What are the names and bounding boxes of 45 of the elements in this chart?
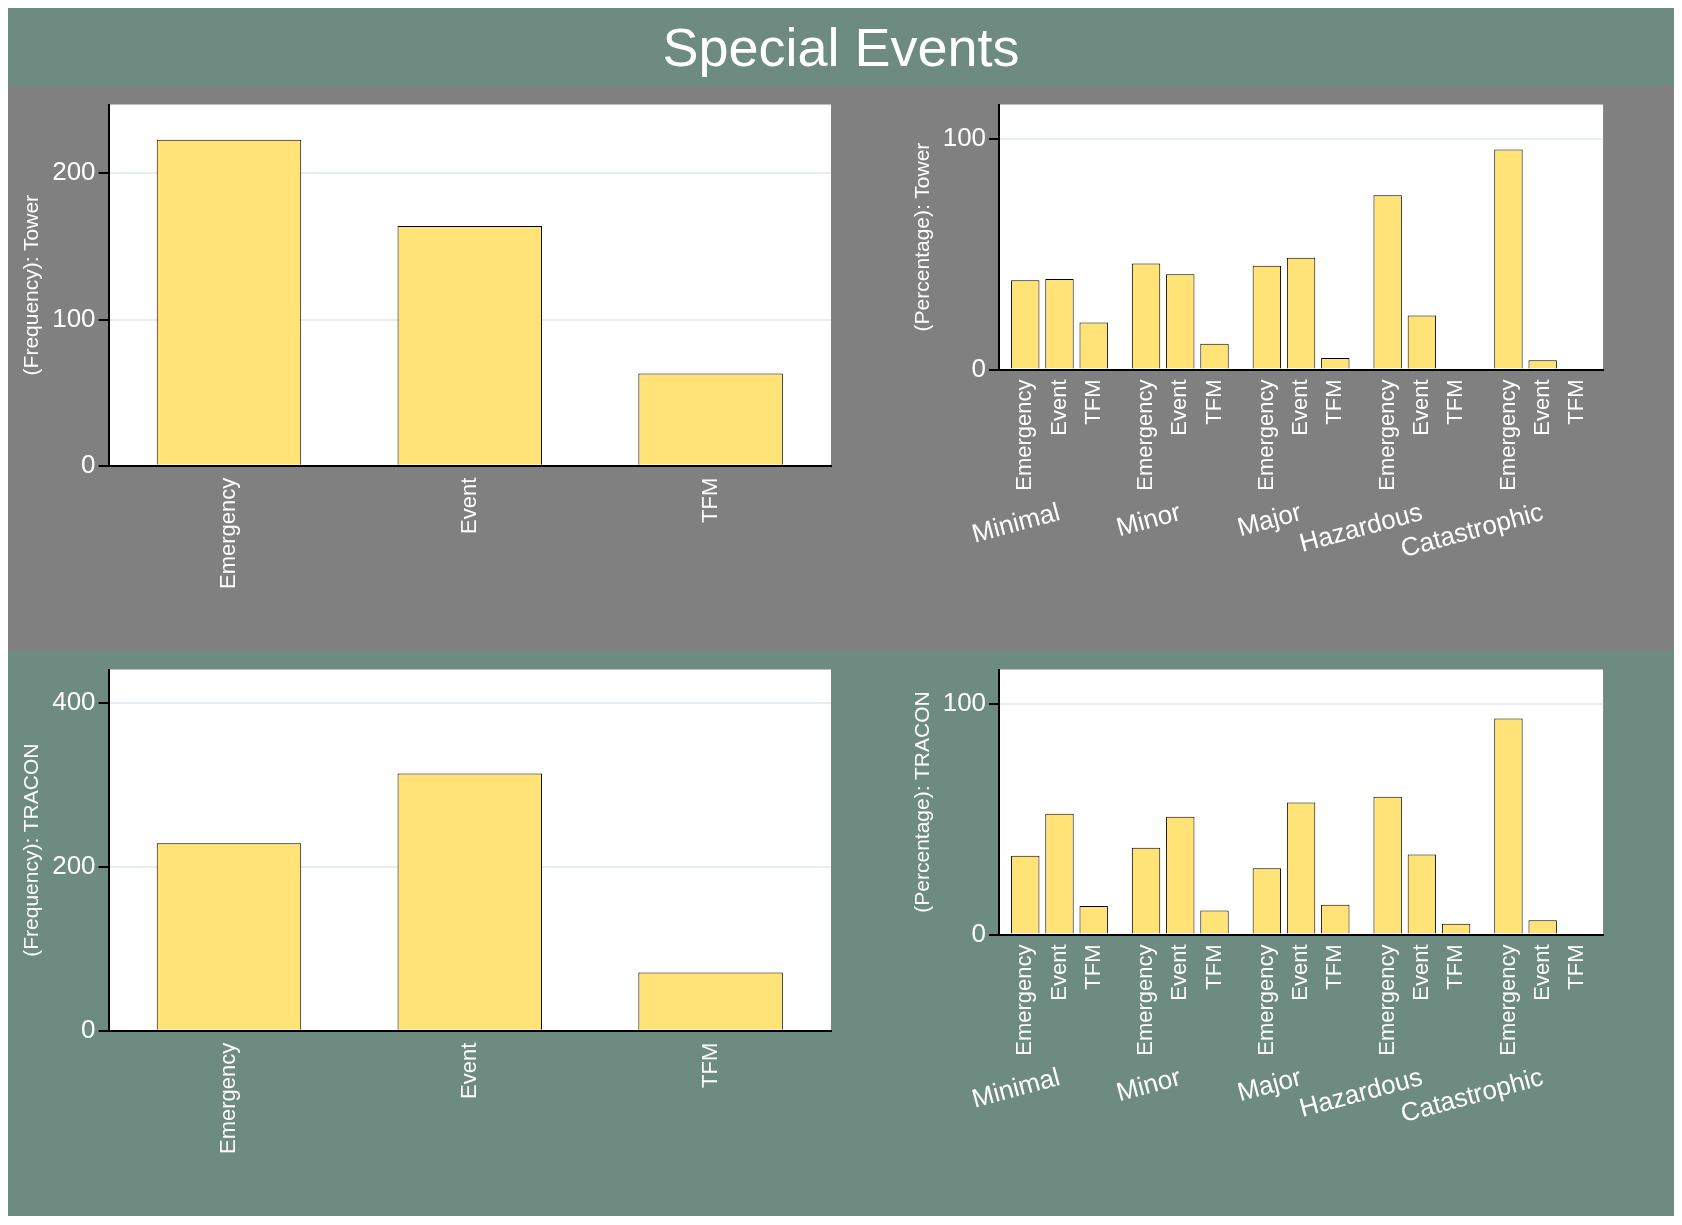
text: Event <box>1287 944 1313 1001</box>
x-tick-label: Minimal <box>968 1061 1063 1114</box>
text: TFM <box>1442 944 1468 990</box>
y-tick-label: 200 <box>52 156 96 187</box>
y-tick-label: 100 <box>942 687 987 718</box>
text: Event <box>1166 944 1192 1001</box>
y-tick-label: 0 <box>81 448 96 479</box>
text: TFM <box>1321 944 1347 990</box>
y-axis-title: (Frequency): TRACON <box>19 743 43 957</box>
text: Event <box>1287 379 1313 436</box>
text: Event <box>1528 379 1554 436</box>
text: TFM <box>1079 379 1105 425</box>
y-tick-label: 0 <box>971 352 987 383</box>
x-tick-label: TFM <box>696 1042 722 1088</box>
text: TFM <box>1200 379 1226 425</box>
x-tick-label: Minor <box>1113 1061 1185 1108</box>
text: TFM <box>1442 379 1468 425</box>
y-tick-label: 200 <box>52 850 96 881</box>
x-tick-label: TFM <box>696 477 722 523</box>
y-axis-title: (Frequency): Tower <box>19 194 43 376</box>
x-tick-label: Event <box>455 477 481 534</box>
x-tick-label: Emergency <box>215 1042 241 1155</box>
y-axis-title: (Percentage): Tower <box>909 142 933 332</box>
text: Event <box>1166 379 1192 436</box>
text: TFM <box>1562 944 1588 990</box>
x-tick-label: Event <box>455 1042 481 1099</box>
text: TFM <box>1200 944 1226 990</box>
x-tick-label: Minimal <box>968 496 1063 549</box>
text: TFM <box>1079 944 1105 990</box>
text: Event <box>1045 379 1071 436</box>
y-tick-label: 0 <box>971 917 987 948</box>
text: Event <box>1528 944 1554 1001</box>
x-tick-label: Emergency <box>215 477 241 590</box>
text: TFM <box>1321 379 1347 425</box>
y-axis-title: (Percentage): TRACON <box>909 691 933 913</box>
text: Event <box>1407 379 1433 436</box>
text: TFM <box>1562 379 1588 425</box>
chart-title: Special Events <box>661 16 1021 79</box>
y-tick-label: 400 <box>52 686 96 717</box>
y-tick-label: 100 <box>52 302 96 333</box>
y-tick-label: 100 <box>942 122 987 153</box>
x-tick-label: Minor <box>1113 496 1185 543</box>
text: Event <box>1045 944 1071 1001</box>
text: Event <box>1407 944 1433 1001</box>
y-tick-label: 0 <box>81 1013 96 1044</box>
